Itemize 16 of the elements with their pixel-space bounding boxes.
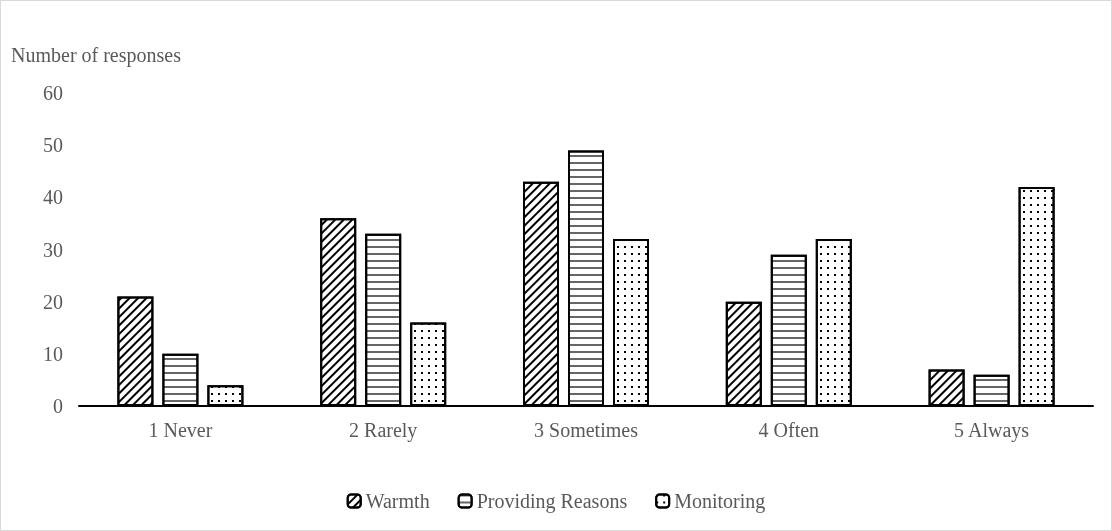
y-tick-label: 40 (43, 186, 63, 209)
x-tick-label: 3 Sometimes (534, 419, 639, 441)
y-tick-label: 20 (43, 290, 63, 313)
x-tick-label: 4 Often (758, 419, 820, 441)
y-tick-label: 0 (53, 395, 63, 417)
y-axis-title: Number of responses (11, 44, 182, 67)
y-tick-label: 10 (43, 342, 63, 365)
legend-label: Monitoring (674, 490, 766, 513)
x-tick-label: 2 Rarely (349, 419, 418, 442)
x-tick-label: 1 Never (148, 419, 213, 441)
legend-label: Providing Reasons (476, 490, 628, 513)
legend-label: Warmth (365, 490, 430, 512)
y-tick-label: 50 (43, 134, 63, 157)
y-tick-label: 30 (43, 238, 63, 261)
x-tick-label: 5 Always (954, 419, 1030, 442)
y-tick-label: 60 (43, 82, 63, 104)
